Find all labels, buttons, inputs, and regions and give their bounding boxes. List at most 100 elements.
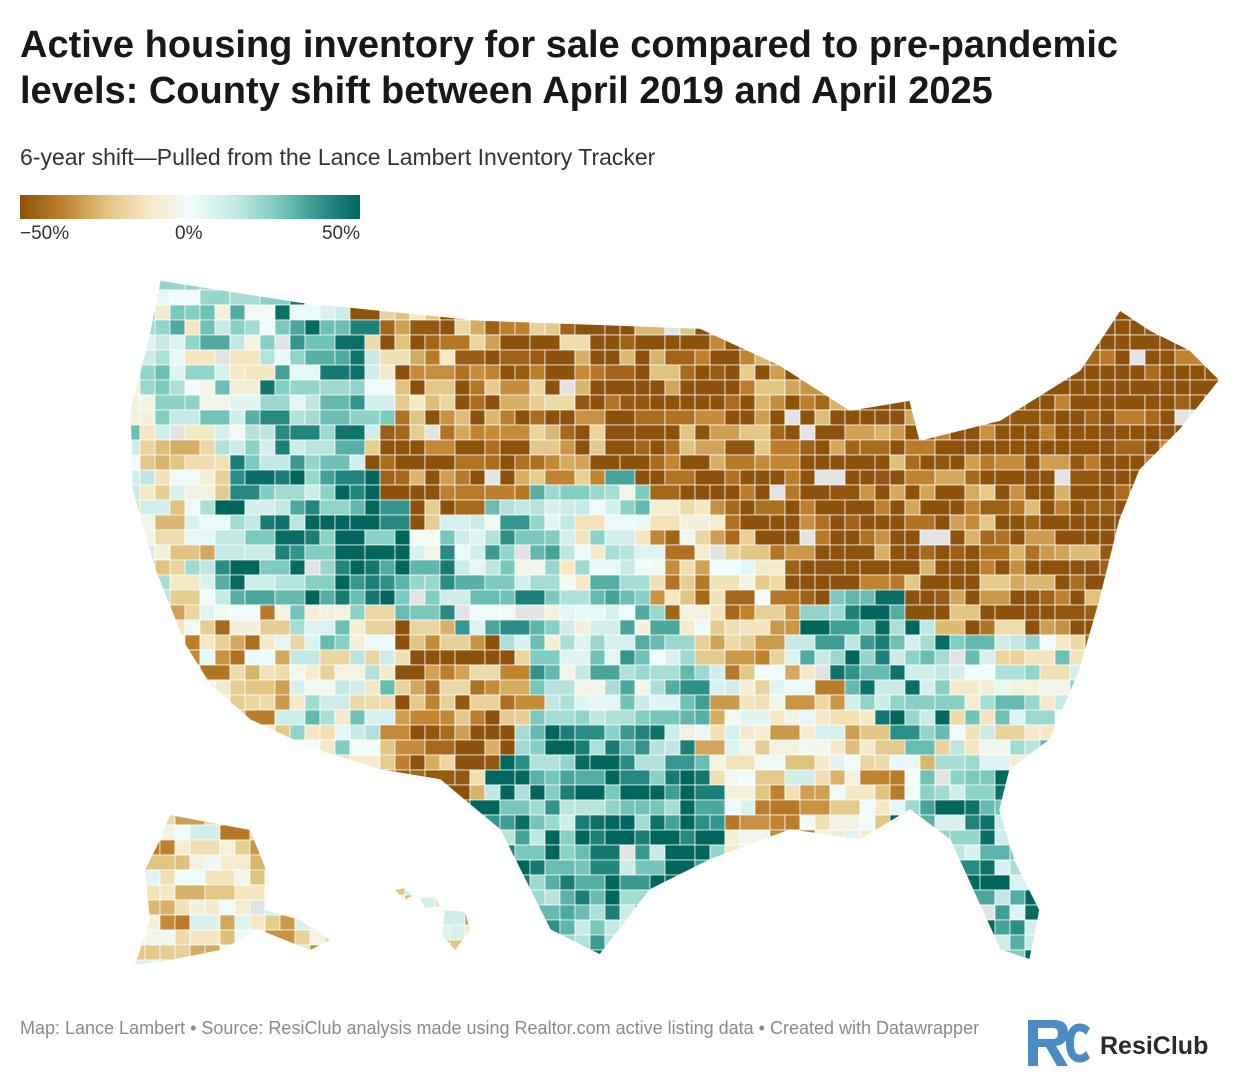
county-tile [619,724,636,741]
county-tile [844,469,861,486]
county-tile [1129,679,1161,696]
contiguous-us-counties [130,280,1220,960]
county-tile [274,319,291,336]
county-tile [364,484,381,501]
county-tile [1144,529,1176,546]
county-tile [334,889,351,906]
county-tile [135,824,146,841]
county-tile [649,559,666,576]
county-tile [364,694,381,711]
county-tile [604,319,621,336]
county-tile [994,304,1011,321]
county-tile [589,289,621,306]
county-tile [379,874,396,891]
county-tile [544,559,561,576]
county-tile [139,289,156,306]
county-tile [1054,424,1071,441]
county-tile [184,619,201,636]
county-tile [889,454,906,471]
county-tile [135,929,146,946]
county-tile [229,769,246,786]
county-tile [499,664,531,681]
county-tile [904,484,921,501]
county-tile [1084,694,1101,711]
county-tile [364,619,396,636]
county-tile [1204,919,1220,936]
county-tile [130,724,141,741]
county-tile [484,679,501,696]
county-tile [199,634,216,651]
county-tile [619,679,636,696]
county-tile [449,894,466,911]
county-tile [844,439,861,456]
county-tile [349,859,366,876]
county-tile [204,959,221,965]
county-tile [829,439,846,456]
alaska-counties [135,815,330,965]
county-tile [544,844,561,861]
county-tile [979,484,996,501]
county-tile [424,664,441,681]
county-tile [1099,379,1116,396]
county-tile [1144,619,1176,636]
county-tile [619,694,636,711]
county-tile [469,784,486,801]
county-tile [424,484,441,501]
county-tile [1174,319,1206,336]
county-tile [1159,754,1176,771]
county-tile [234,839,251,856]
county-tile [739,604,756,621]
county-tile [169,424,186,441]
county-tile [1039,484,1056,501]
county-tile [274,664,291,681]
county-tile [754,694,771,711]
county-tile [844,919,861,936]
county-tile [964,589,981,606]
county-tile [994,364,1011,381]
county-tile [889,784,906,801]
county-tile [979,649,996,666]
county-tile [934,814,966,831]
county-tile [589,454,621,471]
county-tile [664,349,696,366]
county-tile [844,349,876,366]
county-tile [739,424,771,441]
county-tile [889,604,906,621]
county-tile [1009,499,1026,516]
county-tile [979,754,1011,771]
county-tile [904,544,921,561]
county-tile [979,394,1011,411]
county-tile [1024,724,1041,741]
county-tile [619,844,636,861]
county-tile [334,664,366,681]
county-tile [694,589,711,606]
county-tile [364,604,396,621]
county-tile [694,634,711,651]
county-tile [649,619,681,636]
county-tile [304,604,321,621]
county-tile [1054,889,1071,906]
county-tile [784,769,816,786]
county-tile [469,529,486,546]
county-tile [1099,394,1116,411]
county-tile [364,784,381,801]
county-tile [1219,394,1220,411]
county-tile [679,679,711,696]
county-tile [130,769,141,786]
county-tile [784,469,801,486]
county-tile [394,799,426,816]
county-tile [1144,829,1176,846]
county-tile [154,514,186,531]
county-tile [454,424,471,441]
county-tile [499,934,516,951]
county-tile [709,724,726,741]
county-tile [1129,694,1146,711]
county-tile [139,724,171,741]
county-tile [979,469,996,486]
county-tile [154,319,171,336]
county-tile [130,694,141,711]
county-tile [1204,424,1220,441]
county-tile [1054,394,1071,411]
county-tile [1174,499,1191,516]
county-tile [409,334,426,351]
